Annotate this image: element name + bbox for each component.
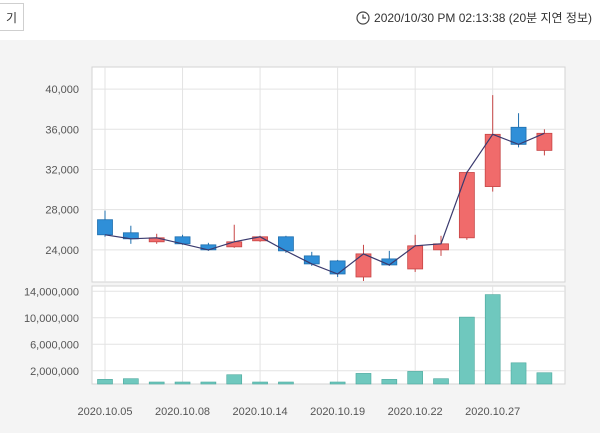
volume-tick-label: 6,000,000 bbox=[30, 339, 79, 351]
volume-bar bbox=[226, 374, 243, 385]
volume-bar bbox=[278, 381, 294, 385]
volume-bar bbox=[510, 362, 527, 385]
volume-bar bbox=[433, 378, 449, 385]
candle-body bbox=[226, 241, 243, 248]
candle-body bbox=[278, 236, 294, 252]
volume-bar bbox=[459, 316, 475, 385]
stock-chart: 40,000 36,000 32,000 28,000 24,000 14,000,00… bbox=[24, 66, 566, 418]
x-tick-label: 2020.10.08 bbox=[155, 406, 210, 418]
price-tick-label: 40,000 bbox=[45, 84, 79, 96]
volume-bar bbox=[252, 381, 268, 385]
volume-tick-label: 2,000,000 bbox=[30, 366, 79, 378]
volume-bar bbox=[484, 294, 501, 385]
x-tick-label: 2020.10.05 bbox=[77, 406, 132, 418]
volume-bar bbox=[355, 373, 372, 385]
price-tick-label: 32,000 bbox=[45, 164, 79, 176]
x-tick-label: 2020.10.22 bbox=[388, 406, 443, 418]
volume-tick-label: 10,000,000 bbox=[24, 313, 79, 325]
volume-bar bbox=[536, 372, 553, 385]
clock-icon bbox=[356, 10, 370, 25]
volume-bar bbox=[148, 381, 165, 385]
candle-body bbox=[458, 172, 475, 239]
price-tick-label: 36,000 bbox=[45, 124, 79, 136]
close-price-line bbox=[104, 132, 545, 275]
volume-bar bbox=[381, 379, 398, 385]
timestamp-text: 2020/10/30 PM 02:13:38 (20분 지연 정보) bbox=[374, 11, 592, 25]
partial-button[interactable]: 기 bbox=[0, 3, 24, 31]
volume-bar bbox=[407, 371, 423, 385]
price-tick-label: 28,000 bbox=[45, 205, 79, 217]
x-tick-label: 2020.10.14 bbox=[233, 406, 288, 418]
chart-area: 40,000 36,000 32,000 28,000 24,000 14,000,00… bbox=[0, 40, 600, 433]
candle-body bbox=[381, 258, 398, 266]
x-tick-label: 2020.10.27 bbox=[465, 406, 520, 418]
x-tick-label: 2020.10.19 bbox=[310, 406, 365, 418]
volume-bar bbox=[174, 381, 191, 385]
candle-body bbox=[97, 219, 113, 236]
volume-bar bbox=[97, 379, 113, 385]
volume-bar bbox=[123, 378, 139, 385]
volume-tick-label: 14,000,000 bbox=[24, 286, 79, 298]
volume-bar bbox=[329, 381, 346, 385]
price-tick-label: 24,000 bbox=[45, 245, 79, 257]
top-bar: 기 2020/10/30 PM 02:13:38 (20분 지연 정보) bbox=[0, 0, 600, 40]
timestamp-info: 2020/10/30 PM 02:13:38 (20분 지연 정보) bbox=[356, 9, 592, 26]
candle-body bbox=[303, 255, 320, 265]
volume-bar bbox=[200, 381, 217, 385]
